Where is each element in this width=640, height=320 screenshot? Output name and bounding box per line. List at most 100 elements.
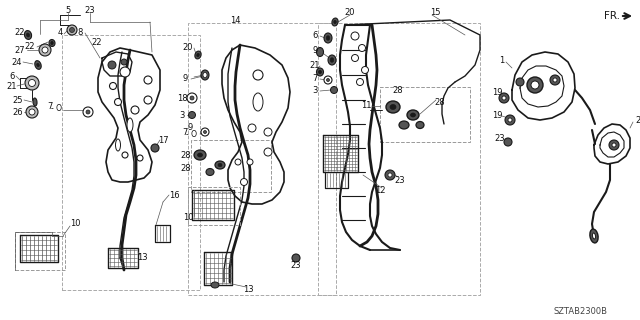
Ellipse shape: [215, 161, 225, 169]
Text: 4: 4: [58, 28, 63, 36]
Circle shape: [358, 44, 365, 52]
Ellipse shape: [386, 101, 400, 113]
Text: 13: 13: [137, 253, 147, 262]
Bar: [380, 87, 470, 142]
Text: 5: 5: [65, 5, 70, 14]
Ellipse shape: [253, 93, 263, 111]
Text: 20: 20: [345, 7, 355, 17]
Circle shape: [189, 111, 195, 118]
Bar: [15, 232, 65, 270]
Circle shape: [26, 106, 38, 118]
Circle shape: [247, 159, 253, 165]
Ellipse shape: [194, 150, 206, 160]
Bar: [188, 187, 240, 225]
Text: 18: 18: [177, 93, 188, 102]
Ellipse shape: [115, 139, 120, 151]
Circle shape: [115, 99, 122, 106]
Ellipse shape: [390, 105, 396, 109]
Circle shape: [264, 148, 272, 156]
Circle shape: [70, 28, 74, 33]
Text: 6: 6: [312, 30, 317, 39]
Circle shape: [144, 76, 152, 84]
Text: 21: 21: [310, 60, 320, 69]
Text: 10: 10: [70, 219, 80, 228]
Text: 9: 9: [312, 45, 317, 54]
Ellipse shape: [317, 68, 323, 76]
Text: 24: 24: [12, 58, 22, 67]
Text: 2: 2: [636, 116, 640, 124]
Circle shape: [235, 159, 241, 165]
Circle shape: [39, 44, 51, 56]
Ellipse shape: [206, 169, 214, 175]
Text: 7: 7: [47, 101, 52, 110]
Circle shape: [204, 131, 207, 133]
Circle shape: [609, 140, 619, 150]
Circle shape: [531, 81, 539, 89]
Circle shape: [137, 155, 143, 161]
Text: 22: 22: [92, 37, 102, 46]
Text: 28: 28: [180, 164, 191, 172]
Circle shape: [86, 110, 90, 114]
Text: 22: 22: [25, 42, 35, 51]
Circle shape: [330, 86, 337, 93]
Circle shape: [499, 93, 509, 103]
Text: 15: 15: [429, 7, 440, 17]
Text: 22: 22: [15, 28, 25, 36]
Bar: [62, 35, 200, 290]
Circle shape: [516, 78, 524, 86]
Bar: [191, 140, 271, 192]
Circle shape: [356, 78, 364, 85]
Circle shape: [144, 96, 152, 104]
Ellipse shape: [49, 39, 55, 46]
Ellipse shape: [407, 110, 419, 120]
Circle shape: [25, 76, 39, 90]
Circle shape: [109, 83, 116, 90]
Ellipse shape: [326, 36, 330, 40]
Text: FR.: FR.: [604, 11, 620, 21]
Text: 28: 28: [435, 98, 445, 107]
Ellipse shape: [590, 229, 598, 243]
Ellipse shape: [198, 153, 202, 157]
Ellipse shape: [332, 18, 338, 26]
Text: 9: 9: [182, 74, 188, 83]
Text: 9: 9: [188, 123, 193, 132]
Circle shape: [264, 128, 272, 136]
Ellipse shape: [333, 20, 336, 24]
Text: 23: 23: [84, 5, 95, 14]
Text: 3: 3: [312, 85, 317, 94]
Circle shape: [553, 78, 557, 82]
Circle shape: [612, 143, 616, 147]
Circle shape: [190, 96, 194, 100]
Ellipse shape: [36, 63, 39, 67]
Ellipse shape: [416, 122, 424, 129]
Text: 3: 3: [179, 110, 185, 119]
Text: 25: 25: [13, 95, 23, 105]
Circle shape: [385, 170, 395, 180]
Text: 14: 14: [230, 15, 240, 25]
Text: 23: 23: [395, 175, 405, 185]
Text: 8: 8: [77, 28, 83, 36]
Ellipse shape: [218, 163, 222, 167]
Ellipse shape: [410, 113, 415, 117]
Ellipse shape: [201, 70, 209, 80]
Text: 6: 6: [10, 71, 15, 81]
Circle shape: [42, 47, 48, 53]
Circle shape: [388, 173, 392, 177]
Text: SZTAB2300B: SZTAB2300B: [553, 308, 607, 316]
Ellipse shape: [324, 33, 332, 43]
Ellipse shape: [24, 30, 31, 39]
Circle shape: [241, 179, 248, 186]
Circle shape: [248, 124, 256, 132]
Text: 7: 7: [182, 127, 188, 137]
Ellipse shape: [593, 233, 596, 239]
Circle shape: [362, 67, 369, 74]
Ellipse shape: [211, 282, 219, 288]
Circle shape: [29, 109, 35, 115]
Text: 28: 28: [180, 150, 191, 159]
Bar: [188, 23, 336, 295]
Text: 12: 12: [375, 186, 385, 195]
Text: 20: 20: [183, 43, 193, 52]
Circle shape: [326, 78, 330, 82]
Text: 1: 1: [499, 55, 504, 65]
Circle shape: [504, 138, 512, 146]
